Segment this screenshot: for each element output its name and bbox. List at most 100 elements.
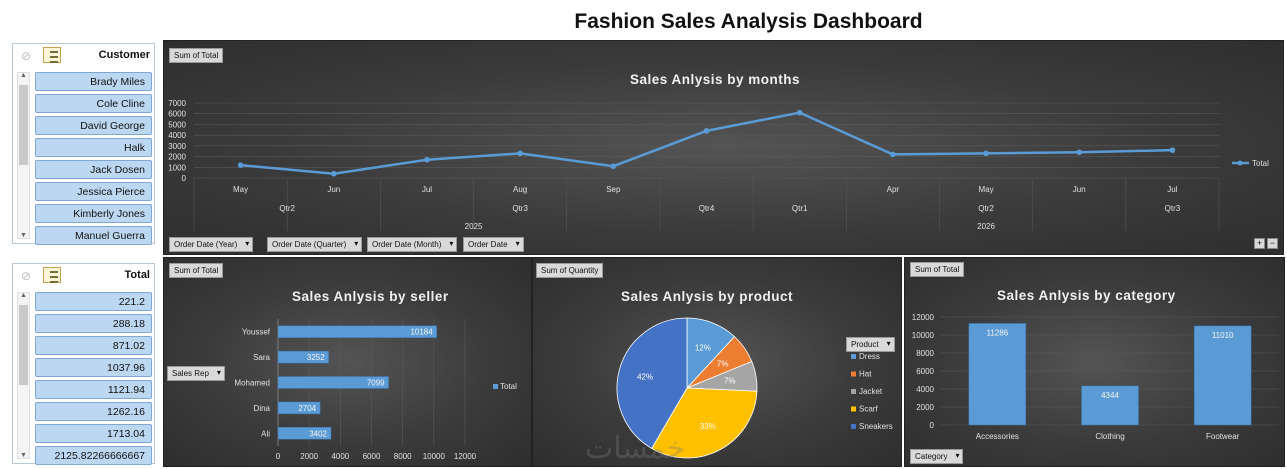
customer-slicer-item[interactable]: David George xyxy=(35,116,152,135)
total-slicer-item[interactable]: 1037.96 xyxy=(35,358,152,377)
column-accessories xyxy=(968,323,1027,426)
scroll-up-icon[interactable]: ▲ xyxy=(20,292,27,299)
data-point xyxy=(796,109,803,116)
total-slicer-item[interactable]: 1121.94 xyxy=(35,380,152,399)
y-tick-label: 4000 xyxy=(916,385,934,394)
x-tick-label: Footwear xyxy=(1206,432,1240,441)
quarter-label: Qtr2 xyxy=(279,204,295,213)
data-label: 4344 xyxy=(1101,391,1119,400)
slicer-header: ⊘ Total xyxy=(13,264,154,288)
dashboard-title: Fashion Sales Analysis Dashboard xyxy=(574,10,923,33)
pie-slice-scarf xyxy=(651,387,758,459)
row-field-button[interactable]: Sales Rep xyxy=(167,366,225,381)
field-button-month[interactable]: Order Date (Month) xyxy=(367,237,458,252)
legend-swatch xyxy=(851,389,856,394)
seller-chart-title: Sales Anlysis by seller xyxy=(292,289,449,304)
y-tick-label: 6000 xyxy=(168,110,186,119)
legend-label: Total xyxy=(1252,159,1269,168)
legend-label: Total xyxy=(500,382,517,391)
clear-filter-icon[interactable]: ⊘ xyxy=(21,49,32,63)
legend-label: Scarf xyxy=(859,405,878,414)
legend-field-button[interactable]: Product xyxy=(846,337,895,352)
customer-slicer-item[interactable]: Halk xyxy=(35,138,152,157)
y-tick-label: 2000 xyxy=(168,153,186,162)
field-button-quarter[interactable]: Order Date (Quarter) xyxy=(267,237,363,252)
scroll-down-icon[interactable]: ▼ xyxy=(20,232,27,239)
field-button-year[interactable]: Order Date (Year) xyxy=(169,237,254,252)
slicer-label: Total xyxy=(124,269,150,281)
value-field-button[interactable]: Sum of Total xyxy=(169,263,224,278)
data-point xyxy=(330,170,337,177)
column-clothing xyxy=(1081,385,1139,426)
line-chart-panel: Sum of Total Sales Anlysis by months 0 10… xyxy=(163,40,1284,255)
x-tick-label: Jul xyxy=(1167,185,1177,194)
value-field-button[interactable]: Sum of Quantity xyxy=(536,263,604,278)
clear-filter-icon[interactable]: ⊘ xyxy=(21,269,32,283)
y-tick-label: Sara xyxy=(253,353,270,362)
scroll-up-icon[interactable]: ▲ xyxy=(20,72,27,79)
data-label: 2704 xyxy=(298,404,316,413)
data-point xyxy=(237,162,244,168)
legend-label: Sneakers xyxy=(859,422,893,431)
data-point xyxy=(517,150,523,157)
y-tick-label: 5000 xyxy=(168,120,186,129)
scroll-down-icon[interactable]: ▼ xyxy=(20,452,27,459)
x-tick-label: 12000 xyxy=(454,452,477,461)
x-tick-label: Apr xyxy=(887,185,900,194)
multi-select-icon[interactable] xyxy=(43,47,61,63)
bar-dina xyxy=(277,401,321,415)
legend-swatch xyxy=(493,384,498,389)
bar-ali xyxy=(277,427,332,440)
total-slicer: ⊘ Total ▲ ▼ 221.2 288.18 871.02 1037.96 1121… xyxy=(12,263,155,465)
customer-slicer-item[interactable]: Kimberly Jones xyxy=(35,204,152,223)
product-pie-chart: 12% 7% 7% 33% 42% Dress Hat Jacket Scarf Sneakers… xyxy=(585,317,893,465)
value-field-button[interactable]: Sum of Total xyxy=(910,262,965,277)
field-button-date[interactable]: Order Date xyxy=(463,237,524,252)
scroll-thumb[interactable] xyxy=(19,305,28,385)
axis-field-button[interactable]: Category xyxy=(910,449,964,464)
customer-slicer-item[interactable]: Brady Miles xyxy=(35,72,152,91)
data-label: 7099 xyxy=(367,379,385,388)
x-tick-label: 8000 xyxy=(394,452,412,461)
data-point xyxy=(610,163,617,170)
slicer-scrollbar[interactable]: ▲ ▼ xyxy=(17,72,30,239)
y-tick-label: 12000 xyxy=(912,313,935,322)
year-label: 2025 xyxy=(465,222,483,231)
value-field-button[interactable]: Sum of Total xyxy=(169,48,224,63)
legend-label: Hat xyxy=(859,370,872,379)
bar-mohamed xyxy=(277,376,389,389)
expand-button[interactable]: + xyxy=(1254,238,1265,249)
total-slicer-item[interactable]: 288.18 xyxy=(35,314,152,333)
column-footwear xyxy=(1193,325,1252,426)
total-slicer-item[interactable]: 1713.04 xyxy=(35,424,152,443)
customer-slicer-item[interactable]: Jessica Pierce xyxy=(35,182,152,201)
data-label: 33% xyxy=(700,422,716,431)
data-point xyxy=(424,156,430,163)
y-tick-label: 6000 xyxy=(916,367,934,376)
customer-slicer-item[interactable]: Cole Cline xyxy=(35,94,152,113)
data-label: 11010 xyxy=(1212,331,1234,340)
data-label: 11286 xyxy=(987,328,1009,337)
x-tick-label: 10000 xyxy=(423,452,446,461)
total-slicer-item[interactable]: 1262.16 xyxy=(35,402,152,421)
quarter-label: Qtr3 xyxy=(512,204,528,213)
y-tick-label: Ali xyxy=(261,429,270,438)
multi-select-icon[interactable] xyxy=(43,267,61,283)
total-slicer-item[interactable]: 2125.82266666667 xyxy=(35,446,152,465)
customer-slicer-item[interactable]: Manuel Guerra xyxy=(35,226,152,245)
data-point xyxy=(1076,149,1083,156)
slicer-items: 221.2 288.18 871.02 1037.96 1121.94 1262.16 17… xyxy=(35,292,152,468)
collapse-button[interactable]: − xyxy=(1267,238,1278,249)
legend-label: Jacket xyxy=(859,387,883,396)
category-chart-title: Sales Anlysis by category xyxy=(997,288,1176,303)
slicer-scrollbar[interactable]: ▲ ▼ xyxy=(17,292,30,459)
seller-bar-chart: 0 2000 4000 6000 8000 10000 12000 10184 Youssef 3… xyxy=(234,319,517,461)
category-chart-panel: Sum of Total Sales Anlysis by category C… xyxy=(904,257,1285,467)
total-slicer-item[interactable]: 221.2 xyxy=(35,292,152,311)
data-label: 3402 xyxy=(309,429,327,438)
legend-swatch xyxy=(851,371,856,377)
total-slicer-item[interactable]: 871.02 xyxy=(35,336,152,355)
slicer-header: ⊘ Customer xyxy=(13,44,154,68)
scroll-thumb[interactable] xyxy=(19,85,28,165)
customer-slicer-item[interactable]: Jack Dosen xyxy=(35,160,152,179)
